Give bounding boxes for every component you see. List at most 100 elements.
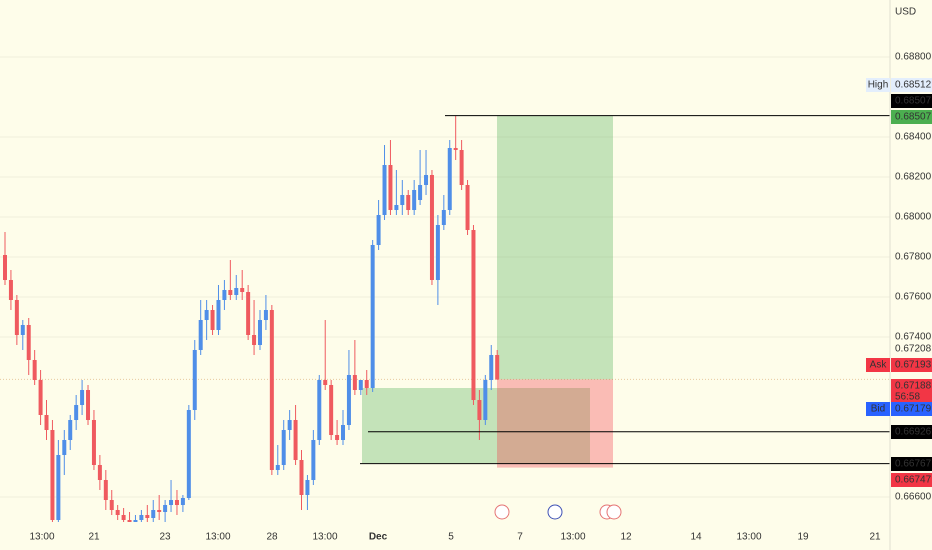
x-tick-label: 19 [797, 532, 809, 543]
candle-body [335, 435, 340, 440]
candle-body [453, 148, 458, 150]
candle-body [269, 310, 274, 470]
x-tick-label: 21 [869, 532, 881, 543]
candle-body [483, 380, 488, 420]
candle-body [477, 400, 482, 420]
price-tag-bg [866, 358, 890, 372]
currency: USD [895, 7, 916, 18]
candle-body [346, 375, 351, 425]
event-icon[interactable] [547, 504, 563, 520]
price-label: 0.68507 [895, 96, 932, 107]
x-tick-label: 13:00 [736, 532, 761, 543]
price-label-bg [891, 342, 932, 356]
candle-body [246, 292, 251, 335]
candle-body [329, 385, 334, 435]
y-tick-label: 0.68200 [895, 172, 932, 183]
candle-body [50, 430, 55, 520]
candle-body [364, 380, 369, 388]
price-axis: 0.68800 0.68400 0.68200 0.68000 0.67800 0.676… [866, 52, 932, 503]
candle-body [44, 415, 49, 430]
candle-body [97, 465, 102, 480]
candle-body [394, 205, 399, 210]
price-label-bg [891, 94, 932, 108]
x-tick-label: 13:00 [560, 532, 585, 543]
candle-body [370, 245, 375, 388]
price-label: 0.67188 [895, 381, 932, 392]
y-tick-label: 0.67800 [895, 252, 932, 263]
x-tick-label: Dec [369, 532, 388, 543]
candle-body [222, 290, 227, 300]
y-tick-label: 0.67400 [895, 332, 932, 343]
candle-body [133, 520, 138, 522]
candle-body [151, 510, 156, 518]
candle-body [471, 230, 476, 400]
second-position-box [362, 388, 590, 463]
candle-body [68, 420, 73, 440]
target-zone [497, 115, 613, 380]
candle-body [216, 300, 221, 330]
candle-body [412, 190, 417, 210]
candle-body [234, 288, 239, 295]
candle-body [317, 380, 322, 440]
candles [3, 115, 500, 522]
price-tag: Bid [871, 404, 885, 415]
price-label-bg [891, 473, 932, 487]
candle-body [489, 355, 494, 380]
candle-body [424, 175, 429, 185]
x-tick-label: 21 [88, 532, 100, 543]
price-tag-bg [866, 402, 890, 416]
price-tag: High [868, 80, 889, 91]
candle-body [275, 465, 280, 470]
y-tick-label: 0.67600 [895, 292, 932, 303]
price-tag-bg [866, 78, 890, 92]
candle-body [38, 380, 43, 415]
candle-body [323, 380, 328, 385]
candle-body [257, 320, 262, 345]
candle-body [204, 310, 209, 320]
price-label: 0.68512 [895, 80, 932, 91]
candle-body [287, 420, 292, 430]
candle-body [210, 310, 215, 330]
time-axis: 13:00 21 23 13:00 28 13:00 Dec 5 7 13:00 12 14 13:00… [29, 532, 881, 543]
candle-body [20, 325, 25, 335]
candle-body [376, 215, 381, 245]
y-tick-label: 0.68400 [895, 132, 932, 143]
price-label: 0.67208 [895, 344, 932, 355]
candle-body [103, 480, 108, 500]
candle-body [406, 195, 411, 210]
candle-body [447, 148, 452, 210]
x-tick-label: 13:00 [29, 532, 54, 543]
candle-body [228, 290, 233, 295]
candle-body [382, 165, 387, 215]
levels [360, 115, 890, 465]
y-tick-label: 0.68000 [895, 212, 932, 223]
x-tick-label: 23 [159, 532, 171, 543]
position-tool[interactable] [497, 115, 613, 468]
candle-body [281, 430, 286, 465]
candle-body [495, 355, 500, 380]
candle-body [74, 405, 79, 420]
candle-body [56, 455, 61, 520]
event-icon[interactable] [494, 504, 510, 520]
candle-body [465, 185, 470, 230]
candle-body [3, 255, 7, 280]
event-icon[interactable] [606, 504, 622, 520]
candle-body [86, 390, 91, 420]
price-label-bg [891, 457, 932, 471]
x-tick-label: 5 [448, 532, 454, 543]
price-label-bg [891, 358, 932, 372]
y-tick-label: 0.66600 [895, 492, 932, 503]
event-icons[interactable] [494, 504, 622, 520]
y-tick-label: 0.68800 [895, 52, 932, 63]
candle-body [180, 498, 185, 505]
price-label: 0.66926 [895, 427, 932, 438]
candle-body [186, 410, 191, 498]
candle-body [174, 500, 179, 505]
candle-body [169, 500, 174, 505]
countdown: 56:58 [895, 392, 920, 403]
price-label-bg [891, 402, 932, 416]
price-label-bg [891, 78, 932, 92]
candle-body [435, 225, 440, 280]
candle-body [127, 520, 132, 522]
